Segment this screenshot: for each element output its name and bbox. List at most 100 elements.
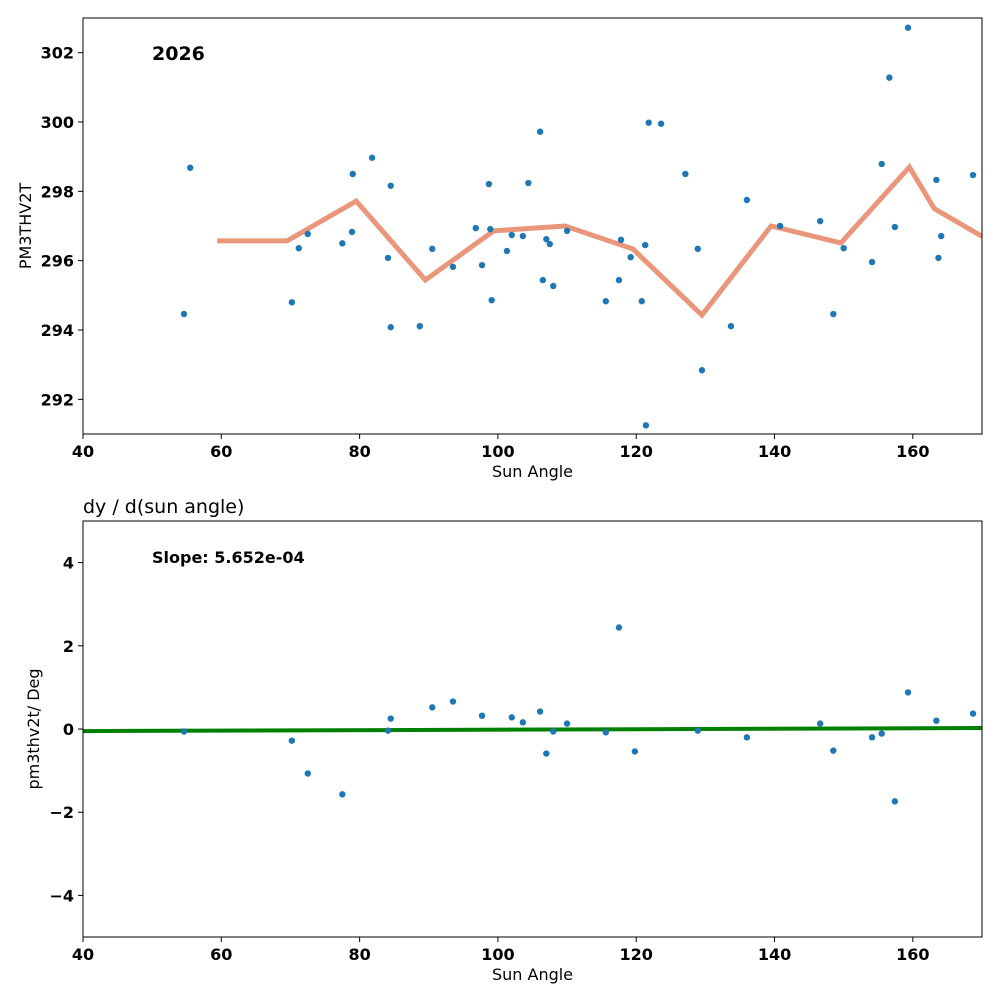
x-tick-label: 60 [210,945,232,964]
data-point [682,170,689,178]
data-point [776,222,784,230]
data-point [487,225,494,233]
data-point [550,282,557,290]
data-point [840,244,847,252]
y-axis-label: PM3THV2T [16,183,35,270]
data-point [937,232,945,240]
plot-area [83,624,982,805]
x-tick-label: 120 [620,442,653,461]
annotation: 2026 [152,43,205,65]
data-point [743,734,751,741]
data-point [348,228,356,236]
data-point [638,298,645,305]
y-axis-label: pm3thv2t/ Deg [24,668,43,789]
data-point [508,714,515,721]
data-point [563,227,571,235]
y-tick-label: 0 [63,720,74,739]
data-point [868,258,876,266]
y-tick-label: −2 [49,803,74,822]
data-point [816,217,824,225]
data-point [563,720,571,727]
data-point [429,245,436,253]
data-point [933,717,940,724]
data-point [891,798,899,805]
data-point [472,224,479,232]
data-point [868,734,876,741]
data-point [543,750,550,757]
smoothed-line [217,162,982,319]
data-point [339,240,346,247]
data-point [387,182,394,189]
data-point [180,310,188,318]
x-tick-label: 140 [758,442,791,461]
data-point [550,728,557,735]
data-point [904,24,912,31]
data-point [886,74,893,81]
y-tick-label: −4 [49,886,74,905]
data-point [878,160,885,168]
data-point [602,729,610,736]
x-tick-label: 80 [348,945,370,964]
data-point [525,179,532,187]
plot-area [180,24,982,429]
data-point [816,720,824,727]
x-tick-label: 160 [896,442,929,461]
x-tick-label: 60 [210,442,232,461]
data-point [508,231,515,239]
data-point [830,310,837,318]
data-point [304,230,311,238]
data-point [543,235,550,243]
data-point [387,715,394,722]
data-point [429,704,436,711]
y-tick-label: 294 [41,321,74,340]
data-point [288,737,296,744]
data-point [180,728,188,735]
x-tick-label: 40 [72,945,94,964]
y-tick-label: 298 [41,182,74,201]
data-point [546,240,553,248]
chart-1: 40 60 80 100 120 140 160 292 294 296 298 300 302 Sun … [16,17,983,481]
data-point [295,244,302,252]
x-tick-label: 80 [348,442,370,461]
data-point [304,770,311,777]
data-point [539,276,547,284]
fit-line [83,726,982,734]
data-point [694,727,701,734]
x-tick-label: 160 [896,945,929,964]
data-point [933,176,940,184]
x-tick-label: 100 [481,945,514,964]
x-tick-label: 120 [620,945,653,964]
data-point [602,298,610,305]
data-point [830,747,837,754]
x-tick-label: 40 [72,442,94,461]
data-point [617,236,625,244]
data-point [694,245,701,253]
x-tick-label: 140 [758,945,791,964]
chart-title: dy / d(sun angle) [83,496,244,518]
x-tick-label: 100 [481,442,514,461]
data-point [186,164,194,171]
y-tick-label: 292 [41,390,74,409]
data-point [503,247,511,255]
data-point [615,276,623,284]
chart-2: 40 60 80 100 120 140 160 −4 −2 0 2 4 Sun Angle pm3thv… [24,496,983,984]
data-point [384,727,392,734]
data-point [891,223,899,231]
data-point [288,299,296,306]
data-point [368,154,376,161]
data-point [384,254,392,262]
data-point [387,324,394,331]
x-axis-label: Sun Angle [492,965,573,984]
y-tick-label: 2 [63,637,74,656]
data-point [349,170,356,178]
y-tick-label: 296 [41,252,74,271]
data-point [969,171,977,179]
data-point [878,730,885,737]
data-point [698,367,706,374]
data-point [642,241,649,249]
data-point [627,254,634,261]
data-point [935,254,942,262]
y-tick-label: 300 [41,113,74,132]
data-point [449,698,457,705]
